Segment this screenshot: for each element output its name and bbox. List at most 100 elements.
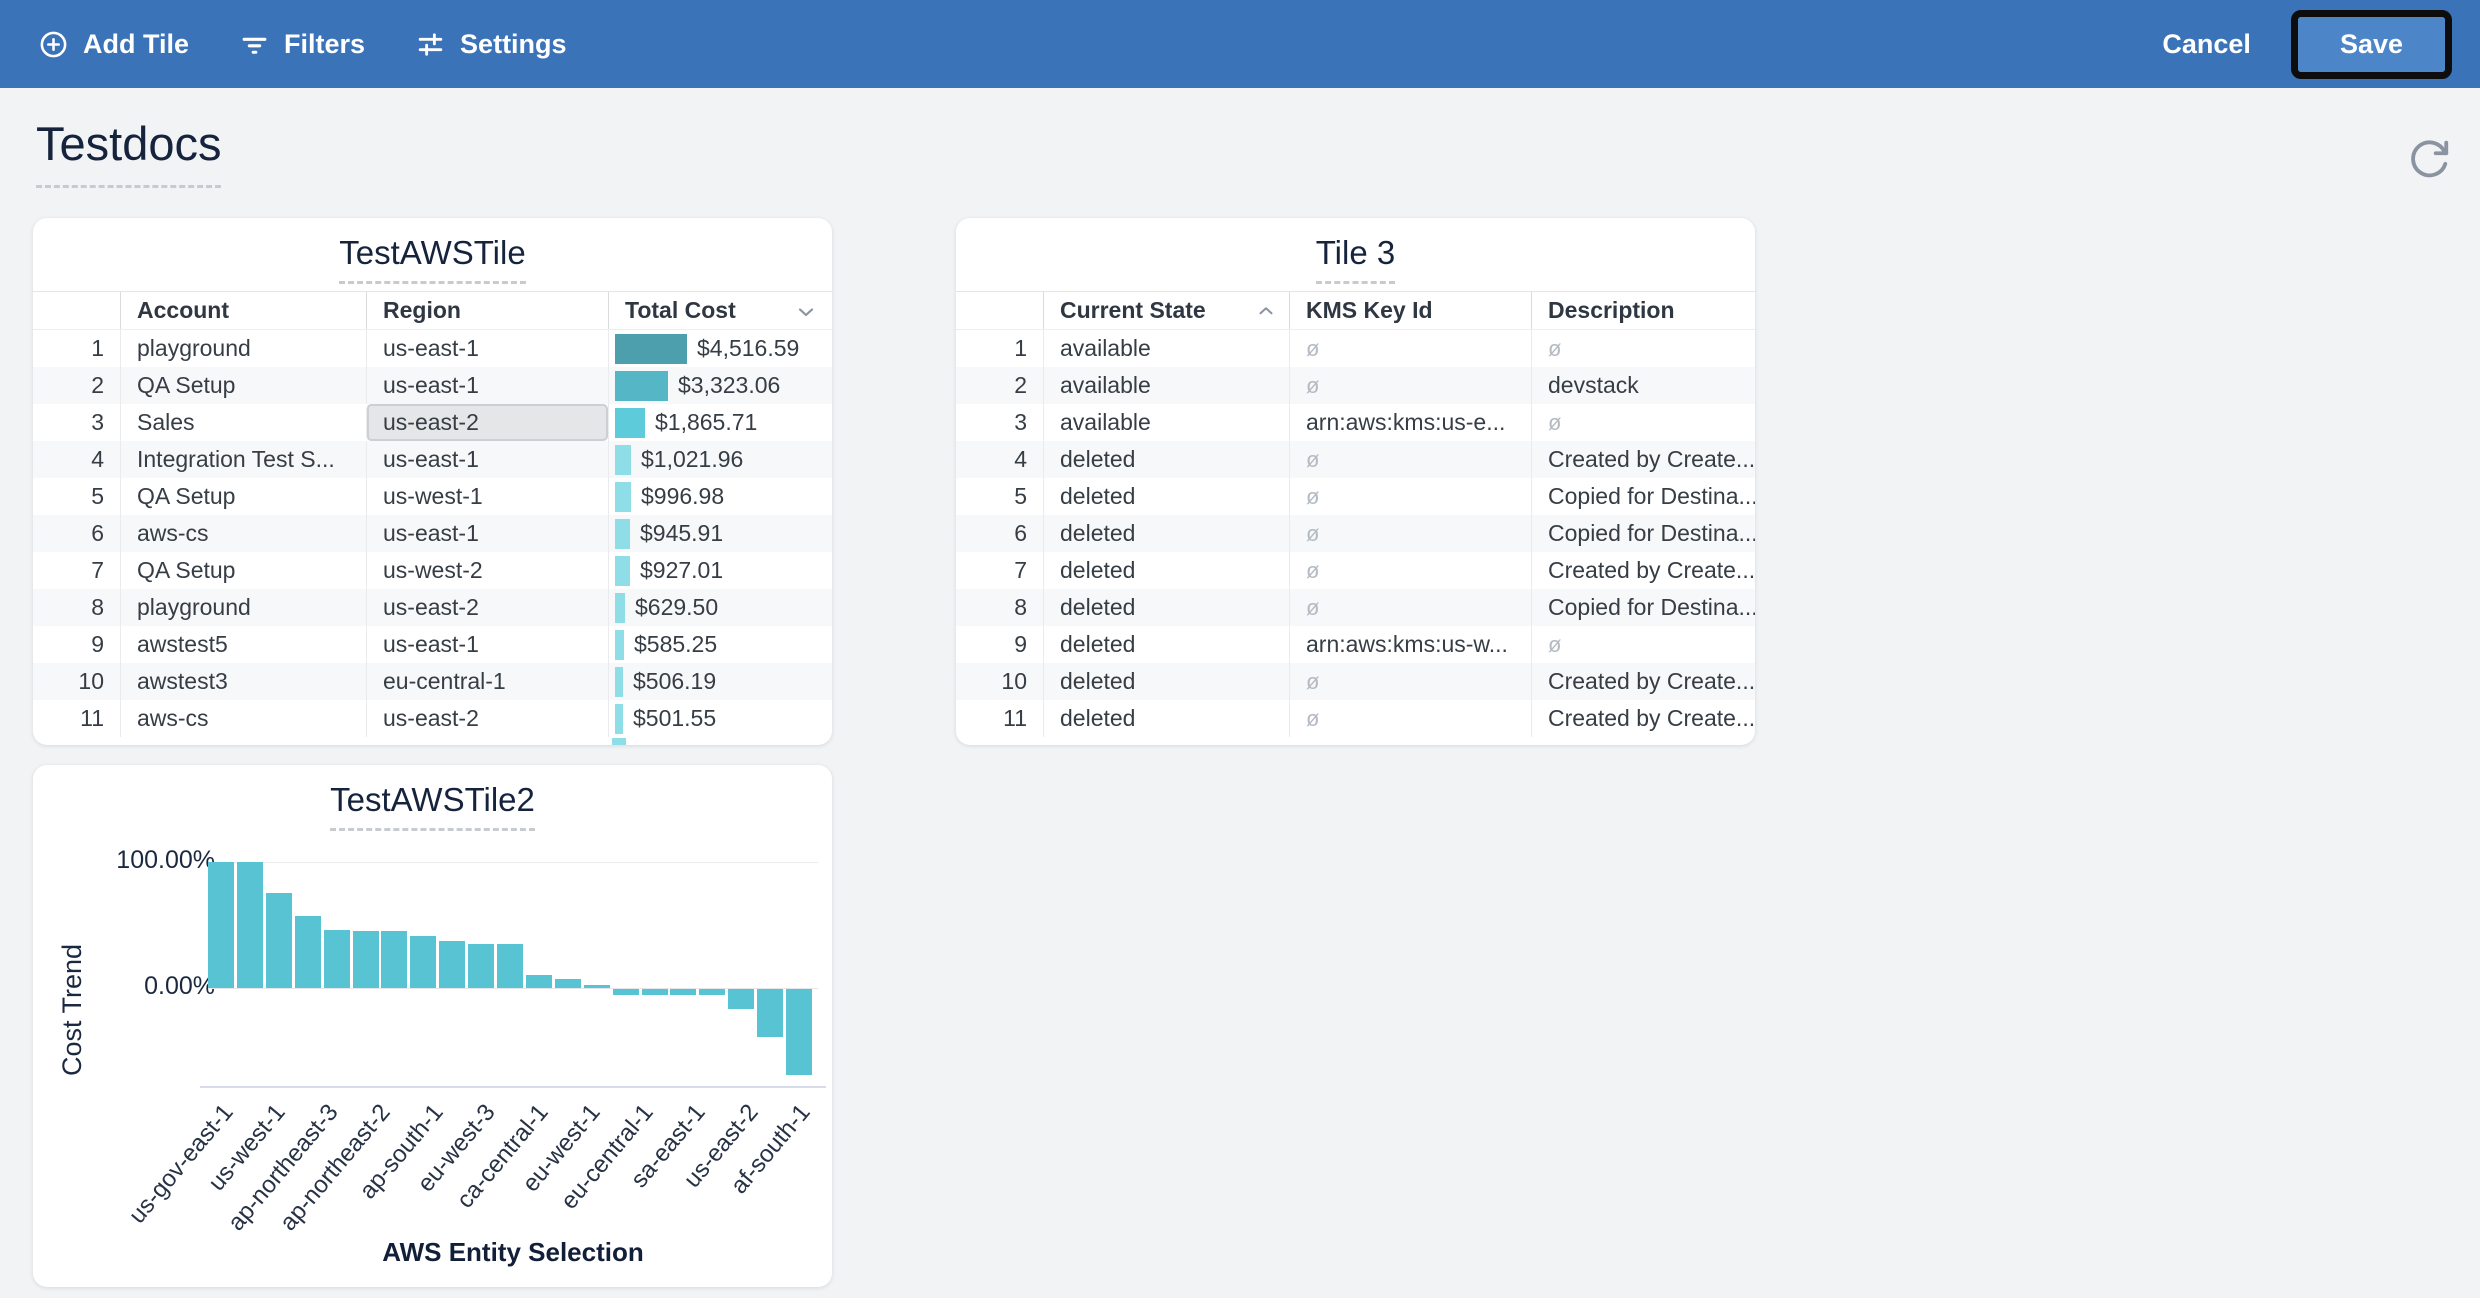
cell-current-state[interactable]: deleted	[1043, 700, 1289, 737]
cell-total-cost[interactable]: $927.01	[608, 552, 832, 589]
cell-description[interactable]: Copied for Destina...	[1531, 589, 1755, 626]
column-header-region[interactable]: Region	[366, 292, 608, 329]
cell-kms-key-id[interactable]: ø	[1289, 515, 1531, 552]
tile1-title[interactable]: TestAWSTile	[33, 234, 832, 284]
row-number: 8	[1014, 594, 1027, 620]
cell-current-state[interactable]: deleted	[1043, 589, 1289, 626]
chart-bar	[237, 862, 263, 988]
cell-current-state[interactable]: deleted	[1043, 663, 1289, 700]
cell-description[interactable]: Copied for Destina...	[1531, 478, 1755, 515]
page-title[interactable]: Testdocs	[36, 116, 222, 188]
add-tile-button[interactable]: Add Tile	[38, 29, 189, 60]
cell-account[interactable]: Sales	[120, 404, 366, 441]
cell-kms-key-id[interactable]: ø	[1289, 663, 1531, 700]
cell-current-state[interactable]: available	[1043, 330, 1289, 367]
table-row: 4 Integration Test S... us-east-1 $1,021.96	[33, 441, 832, 478]
cell-current-state[interactable]: deleted	[1043, 441, 1289, 478]
column-header-account[interactable]: Account	[120, 292, 366, 329]
gridline-100	[208, 862, 818, 863]
column-header-description[interactable]: Description	[1531, 292, 1755, 329]
cell-total-cost[interactable]: $501.55	[608, 700, 832, 737]
cell-kms-key-id[interactable]: ø	[1289, 700, 1531, 737]
cell-region[interactable]: us-west-1	[366, 478, 608, 515]
cell-account[interactable]: QA Setup	[120, 478, 366, 515]
cell-total-cost[interactable]: $1,021.96	[608, 441, 832, 478]
cell-region[interactable]: eu-central-1	[366, 663, 608, 700]
cell-region[interactable]: us-east-1	[366, 367, 608, 404]
cell-region-selected[interactable]: us-east-2	[366, 404, 608, 441]
filter-lines-icon	[239, 29, 270, 60]
cell-total-cost[interactable]: $1,865.71	[608, 404, 832, 441]
null-value: ø	[1306, 483, 1320, 509]
cell-region[interactable]: us-east-1	[366, 330, 608, 367]
filters-button[interactable]: Filters	[239, 29, 365, 60]
column-header-current-state[interactable]: Current State	[1043, 292, 1289, 329]
cell-description[interactable]: Created by Create...	[1531, 441, 1755, 478]
table-row: 5 QA Setup us-west-1 $996.98	[33, 478, 832, 515]
cell-total-cost[interactable]: $3,323.06	[608, 367, 832, 404]
x-axis-tick-labels: us-gov-east-1 us-west-1 ap-northeast-3 ap-n…	[124, 1099, 818, 1236]
cell-region[interactable]: us-west-2	[366, 552, 608, 589]
tile2-table-header: Current State KMS Key Id Description	[956, 291, 1755, 330]
cell-account[interactable]: awstest5	[120, 626, 366, 663]
tile2-title[interactable]: Tile 3	[956, 234, 1755, 284]
cell-total-cost[interactable]: $4,516.59	[608, 330, 832, 367]
cell-description[interactable]: Copied for Destina...	[1531, 515, 1755, 552]
cell-account[interactable]: QA Setup	[120, 552, 366, 589]
refresh-button[interactable]	[2406, 136, 2452, 182]
cell-kms-key-id[interactable]: arn:aws:kms:us-w...	[1289, 626, 1531, 663]
settings-button[interactable]: Settings	[415, 29, 567, 60]
cell-description[interactable]: ø	[1531, 626, 1755, 663]
cell-account[interactable]: Integration Test S...	[120, 441, 366, 478]
row-number: 5	[91, 483, 104, 509]
cell-region[interactable]: us-east-2	[366, 700, 608, 737]
cell-region[interactable]: us-east-2	[366, 589, 608, 626]
column-header-kms-key-id[interactable]: KMS Key Id	[1289, 292, 1531, 329]
cell-region[interactable]: us-east-1	[366, 441, 608, 478]
cancel-button[interactable]: Cancel	[2162, 28, 2251, 59]
table-row: 7 deleted ø Created by Create...	[956, 552, 1755, 589]
chevron-down-icon[interactable]	[794, 300, 818, 330]
cell-description[interactable]: ø	[1531, 404, 1755, 441]
cell-total-cost[interactable]: $506.19	[608, 663, 832, 700]
cell-description[interactable]: Created by Create...	[1531, 700, 1755, 737]
cell-total-cost[interactable]: $629.50	[608, 589, 832, 626]
cell-account[interactable]: playground	[120, 330, 366, 367]
table-row: 3 available arn:aws:kms:us-e... ø	[956, 404, 1755, 441]
cell-kms-key-id[interactable]: ø	[1289, 478, 1531, 515]
cell-kms-key-id[interactable]: ø	[1289, 367, 1531, 404]
cell-total-cost[interactable]: $945.91	[608, 515, 832, 552]
cell-region[interactable]: us-east-1	[366, 626, 608, 663]
cell-description[interactable]: Created by Create...	[1531, 552, 1755, 589]
cell-current-state[interactable]: available	[1043, 367, 1289, 404]
null-value: ø	[1306, 446, 1320, 472]
cell-current-state[interactable]: deleted	[1043, 552, 1289, 589]
cell-kms-key-id[interactable]: ø	[1289, 330, 1531, 367]
cell-description[interactable]: devstack	[1531, 367, 1755, 404]
cell-region[interactable]: us-east-1	[366, 515, 608, 552]
tile3-title[interactable]: TestAWSTile2	[33, 781, 832, 831]
cell-account[interactable]: QA Setup	[120, 367, 366, 404]
cell-current-state[interactable]: deleted	[1043, 515, 1289, 552]
cell-total-cost[interactable]: $996.98	[608, 478, 832, 515]
cell-current-state[interactable]: deleted	[1043, 478, 1289, 515]
cell-total-cost[interactable]: $585.25	[608, 626, 832, 663]
cost-value: $4,516.59	[697, 335, 800, 361]
cell-kms-key-id[interactable]: ø	[1289, 552, 1531, 589]
cell-kms-key-id[interactable]: ø	[1289, 441, 1531, 478]
column-header-total-cost[interactable]: Total Cost	[608, 292, 832, 329]
cell-current-state[interactable]: available	[1043, 404, 1289, 441]
row-number: 4	[91, 446, 104, 472]
cell-account[interactable]: awstest3	[120, 663, 366, 700]
chart-bar	[439, 941, 465, 988]
cell-account[interactable]: aws-cs	[120, 515, 366, 552]
save-button[interactable]: Save	[2297, 16, 2445, 72]
cell-description[interactable]: Created by Create...	[1531, 663, 1755, 700]
cell-kms-key-id[interactable]: arn:aws:kms:us-e...	[1289, 404, 1531, 441]
chart-bar	[699, 989, 725, 995]
cell-account[interactable]: playground	[120, 589, 366, 626]
cell-current-state[interactable]: deleted	[1043, 626, 1289, 663]
cell-kms-key-id[interactable]: ø	[1289, 589, 1531, 626]
cell-description[interactable]: ø	[1531, 330, 1755, 367]
cell-account[interactable]: aws-cs	[120, 700, 366, 737]
